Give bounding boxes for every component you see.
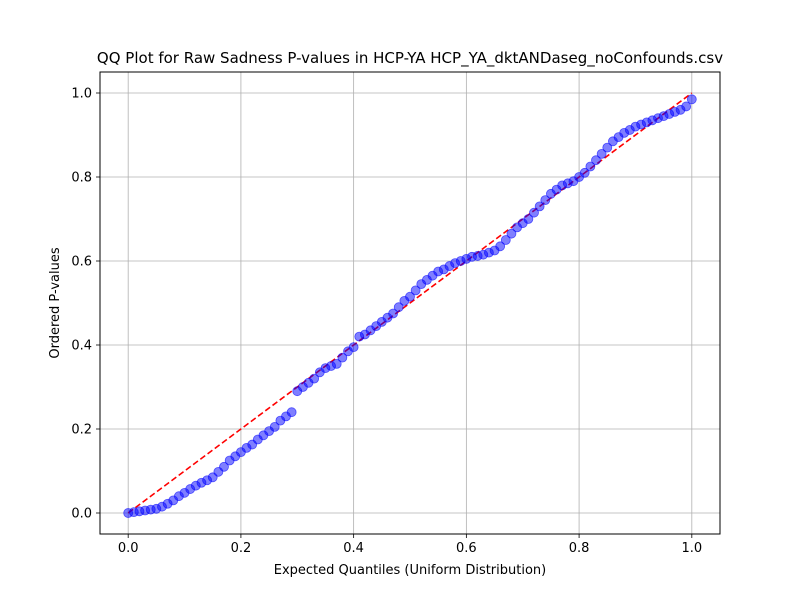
plot-frame <box>99 71 721 535</box>
data-point <box>337 352 348 363</box>
x-tick-label: 0.4 <box>343 541 364 556</box>
data-point <box>681 101 692 112</box>
data-point <box>686 94 697 105</box>
data-point <box>579 167 590 178</box>
data-point <box>286 407 297 418</box>
reference-line <box>127 92 693 514</box>
data-point <box>585 161 596 172</box>
y-tick-label: 0.0 <box>71 507 92 522</box>
y-axis-ticks: 0.0 0.2 0.4 0.6 0.8 1.0 <box>71 87 100 522</box>
data-point <box>500 235 511 245</box>
x-tick-label: 1.0 <box>681 541 702 556</box>
data-point <box>393 302 404 313</box>
data-point <box>388 308 398 319</box>
points-layer <box>123 94 697 518</box>
data-point <box>506 228 517 239</box>
x-tick-label: 0.2 <box>231 541 252 556</box>
data-point <box>410 285 421 296</box>
x-tick-label: 0.8 <box>569 541 590 556</box>
data-point <box>523 214 534 224</box>
data-point <box>331 358 342 369</box>
x-tick-label: 0.6 <box>456 541 477 556</box>
y-tick-label: 0.4 <box>71 339 92 354</box>
data-point <box>495 241 506 252</box>
data-point <box>591 155 601 166</box>
data-point <box>529 207 539 218</box>
data-point <box>534 201 545 212</box>
x-tick-label: 0.0 <box>118 541 139 556</box>
data-point <box>602 142 613 153</box>
data-point <box>269 421 280 432</box>
x-axis-ticks: 0.0 0.2 0.4 0.6 0.8 1.0 <box>118 534 702 556</box>
data-point <box>348 342 359 353</box>
data-point <box>309 373 320 384</box>
data-point <box>219 461 229 472</box>
x-axis-label: Expected Quantiles (Uniform Distribution… <box>274 563 546 578</box>
y-tick-label: 1.0 <box>71 87 92 102</box>
data-point <box>405 291 415 302</box>
chart-title: QQ Plot for Raw Sadness P-values in HCP-… <box>97 49 723 68</box>
data-point <box>540 195 551 206</box>
y-tick-label: 0.6 <box>71 255 92 270</box>
y-tick-label: 0.2 <box>71 423 92 438</box>
grid-lines <box>100 72 720 534</box>
y-axis-label: Ordered P-values <box>48 247 63 358</box>
reference-line-layer <box>127 92 693 514</box>
data-point <box>596 148 607 159</box>
y-tick-label: 0.8 <box>71 171 92 186</box>
